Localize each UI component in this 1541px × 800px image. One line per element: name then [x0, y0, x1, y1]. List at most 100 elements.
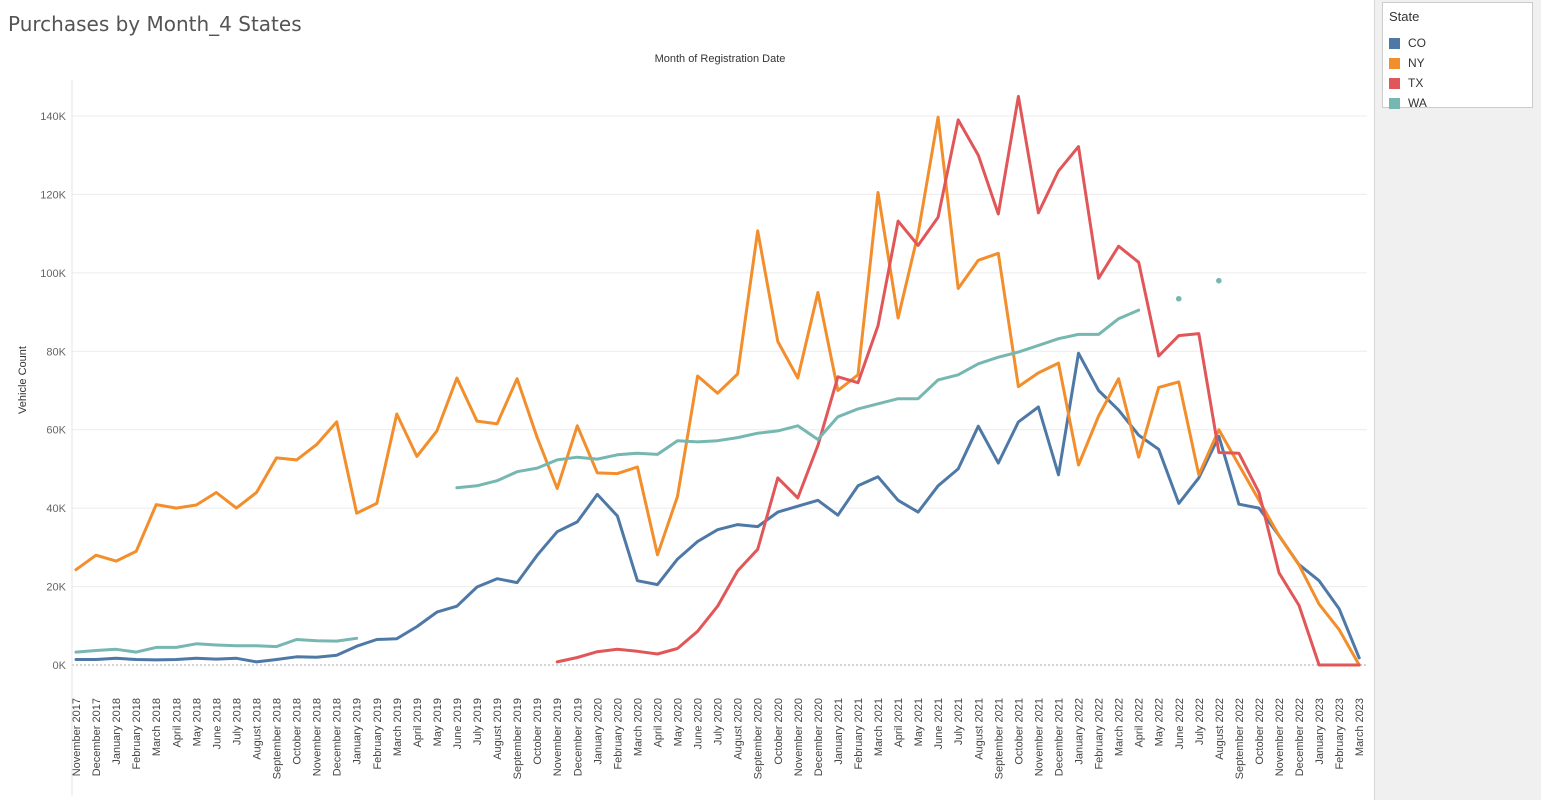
x-tick-label: November 2017	[71, 698, 83, 776]
legend-title: State	[1389, 9, 1420, 24]
series-point-wa	[1175, 295, 1182, 302]
x-tick-label: December 2019	[572, 698, 584, 776]
x-tick-label: May 2019	[432, 698, 444, 746]
x-tick-label: January 2023	[1314, 698, 1326, 765]
x-tick-label: April 2021	[893, 698, 905, 748]
x-tick-label: July 2019	[472, 698, 484, 745]
x-tick-label: January 2022	[1074, 698, 1086, 765]
x-tick-label: August 2019	[492, 698, 504, 760]
page-title: Purchases by Month_4 States	[8, 12, 302, 36]
x-tick-label: August 2021	[973, 698, 985, 760]
series-co	[74, 351, 1361, 664]
legend-swatch-wa	[1389, 97, 1400, 109]
x-tick-label: September 2020	[753, 698, 765, 779]
x-tick-label: June 2021	[933, 698, 945, 749]
x-tick-label: January 2018	[111, 698, 123, 765]
series-line-tx	[555, 94, 1361, 667]
legend[interactable]: State CO NY TX WA	[1382, 2, 1533, 111]
x-tick-label: November 2019	[552, 698, 564, 776]
x-tick-label: October 2020	[773, 698, 785, 765]
legend-label-ny: NY	[1408, 56, 1425, 70]
x-tick-label: July 2018	[231, 698, 243, 745]
x-tick-label: June 2019	[452, 698, 464, 749]
x-tick-label: November 2018	[312, 698, 324, 776]
legend-label-wa: WA	[1408, 96, 1427, 110]
x-tick-label: April 2019	[412, 698, 424, 748]
x-tick-label: August 2018	[251, 698, 263, 760]
legend-label-tx: TX	[1408, 76, 1424, 90]
series-line-wa	[455, 308, 1141, 490]
y-tick-label: 60K	[46, 425, 66, 437]
x-tick-label: July 2020	[713, 698, 725, 745]
x-tick-label: January 2020	[592, 698, 604, 765]
x-tick-label: October 2019	[532, 698, 544, 765]
y-axis: 0K 20K 40K 60K 80K 100K 120K 140K	[40, 111, 66, 672]
legend-swatch-co	[1389, 37, 1400, 49]
x-tick-label: November 2022	[1274, 698, 1286, 776]
x-tick-label: March 2018	[151, 698, 163, 756]
x-tick-label: February 2022	[1094, 698, 1106, 770]
x-tick-label: June 2020	[693, 698, 705, 749]
x-tick-label: December 2020	[813, 698, 825, 776]
legend-label-co: CO	[1408, 36, 1426, 50]
x-tick-label: April 2022	[1134, 698, 1146, 748]
series-wa	[74, 277, 1222, 654]
x-tick-label: February 2019	[372, 698, 384, 770]
y-axis-label: Vehicle Count	[17, 346, 29, 414]
series-lines	[74, 94, 1361, 667]
gridlines	[72, 115, 1367, 588]
legend-item-wa[interactable]: WA	[1389, 95, 1427, 111]
x-tick-label: December 2021	[1053, 698, 1065, 776]
y-tick-label: 80K	[46, 346, 66, 358]
x-tick-label: May 2020	[673, 698, 685, 746]
x-tick-label: November 2020	[793, 698, 805, 776]
x-tick-label: June 2018	[211, 698, 223, 749]
x-tick-label: February 2021	[853, 698, 865, 770]
legend-item-co[interactable]: CO	[1389, 35, 1426, 51]
series-line-ny	[74, 115, 1361, 667]
x-tick-label: August 2020	[733, 698, 745, 760]
x-tick-label: August 2022	[1214, 698, 1226, 760]
x-tick-label: October 2018	[292, 698, 304, 765]
x-tick-label: May 2021	[913, 698, 925, 746]
legend-swatch-ny	[1389, 57, 1400, 69]
y-tick-label: 20K	[46, 582, 66, 594]
x-tick-label: April 2018	[171, 698, 183, 748]
line-chart: 0K 20K 40K 60K 80K 100K 120K 140K November 2017…	[17, 53, 1367, 796]
x-tick-label: February 2023	[1334, 698, 1346, 770]
y-tick-label: 40K	[46, 503, 66, 515]
y-tick-label: 100K	[40, 268, 66, 280]
x-tick-label: September 2019	[512, 698, 524, 779]
x-tick-label: September 2021	[993, 698, 1005, 779]
legend-swatch-tx	[1389, 77, 1400, 89]
x-tick-label: January 2019	[352, 698, 364, 765]
side-panel	[1374, 0, 1541, 800]
y-tick-label: 140K	[40, 111, 66, 123]
legend-item-ny[interactable]: NY	[1389, 55, 1425, 71]
x-tick-label: November 2021	[1033, 698, 1045, 776]
x-tick-label: February 2018	[131, 698, 143, 770]
series-line-co	[74, 351, 1361, 664]
series-point-wa	[1216, 277, 1222, 284]
x-tick-label: May 2022	[1154, 698, 1166, 746]
x-tick-label: March 2019	[392, 698, 404, 756]
x-tick-label: July 2022	[1194, 698, 1206, 745]
x-tick-label: October 2021	[1013, 698, 1025, 765]
x-tick-label: October 2022	[1254, 698, 1266, 765]
x-tick-label: July 2021	[953, 698, 965, 745]
x-tick-label: February 2020	[612, 698, 624, 770]
x-tick-label: December 2018	[332, 698, 344, 776]
x-tick-label: December 2017	[91, 698, 103, 776]
y-tick-label: 0K	[53, 660, 67, 672]
x-tick-label: December 2022	[1294, 698, 1306, 776]
x-tick-label: March 2021	[873, 698, 885, 756]
top-axis-label: Month of Registration Date	[655, 53, 786, 65]
series-ny	[74, 115, 1361, 667]
series-line-wa	[74, 636, 359, 654]
x-tick-label: September 2022	[1234, 698, 1246, 779]
x-tick-label: September 2018	[272, 698, 284, 779]
legend-item-tx[interactable]: TX	[1389, 75, 1423, 91]
x-tick-label: April 2020	[652, 698, 664, 748]
x-axis: November 2017 December 2017 January 2018 Fe…	[71, 698, 1366, 779]
x-tick-label: March 2023	[1354, 698, 1366, 756]
